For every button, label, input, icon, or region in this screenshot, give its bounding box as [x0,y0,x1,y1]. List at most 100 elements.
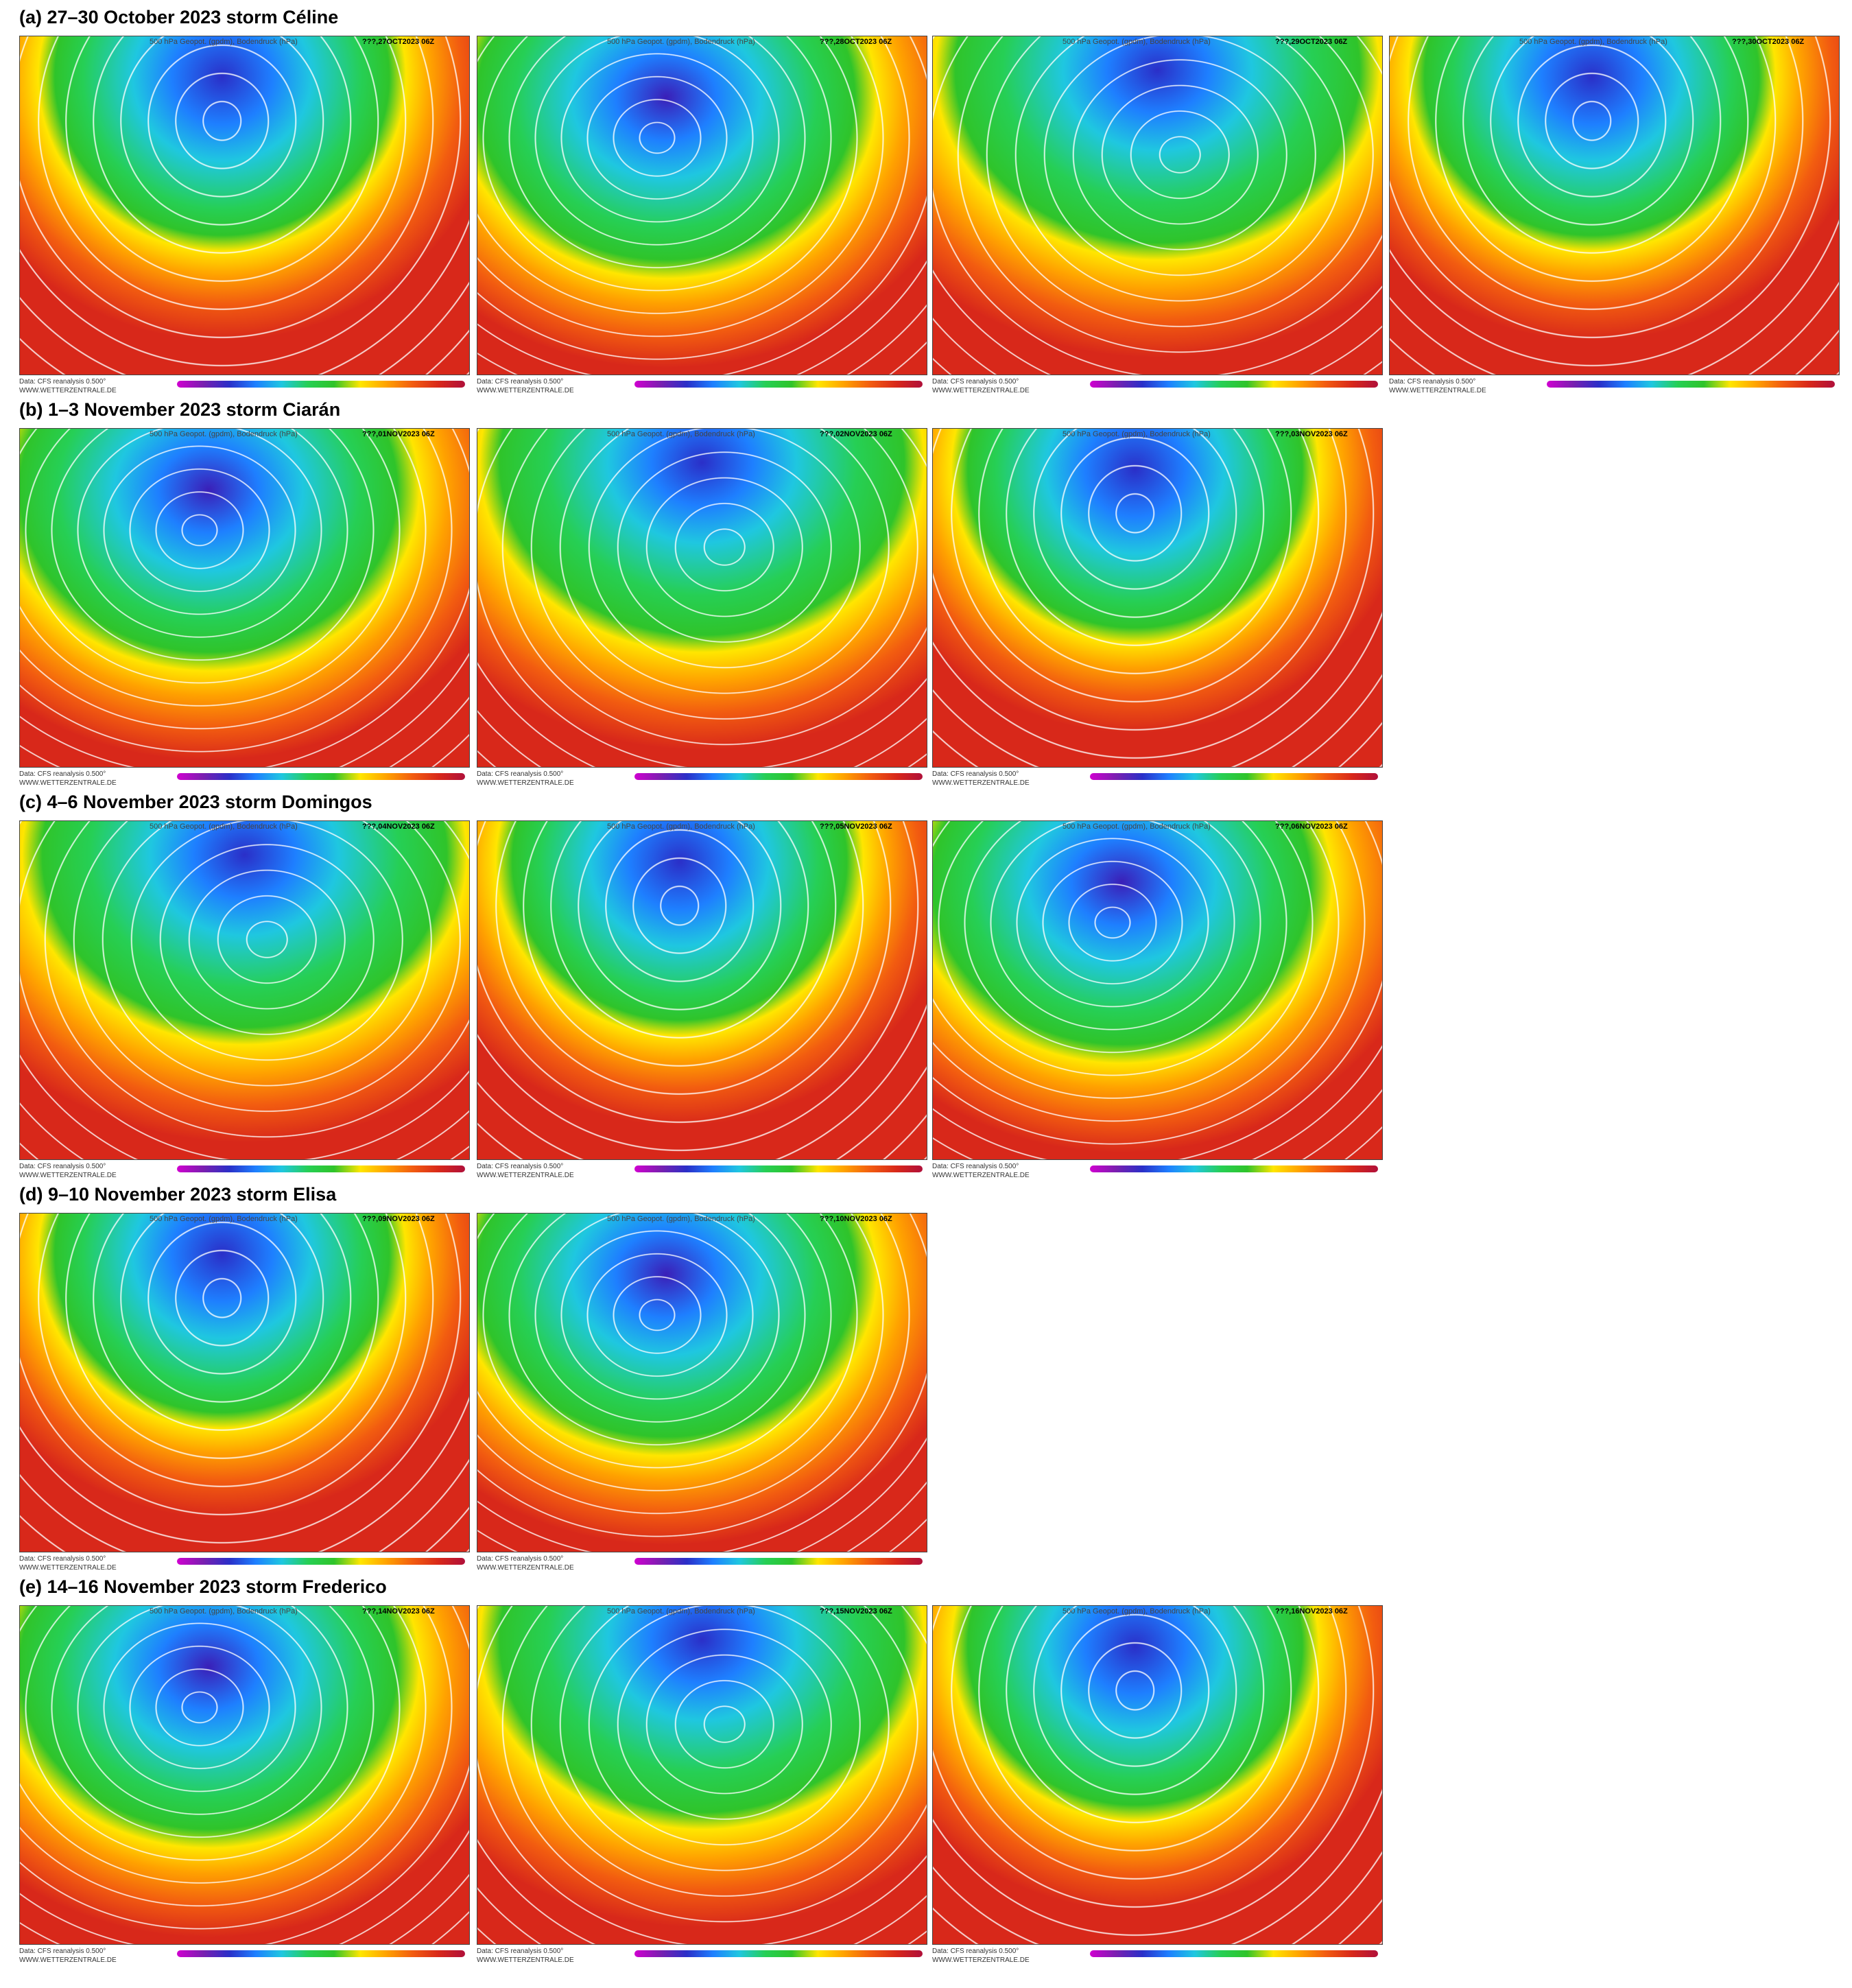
colorbar [177,773,465,780]
map-panel: 500 hPa Geopot. (gpdm), Bodendruck (hPa)… [19,428,470,798]
website: WWW.WETTERZENTRALE.DE [19,779,117,787]
map-panel: 500 hPa Geopot. (gpdm), Bodendruck (hPa)… [477,820,927,1191]
map-header: 500 hPa Geopot. (gpdm), Bodendruck (hPa) [607,430,755,438]
map-date: ???,29OCT2023 06Z [1275,38,1348,46]
data-source: Data: CFS reanalysis 0.500° [477,1948,564,1955]
map-date: ???,01NOV2023 06Z [362,430,435,438]
map-header: 500 hPa Geopot. (gpdm), Bodendruck (hPa) [150,1215,298,1223]
colorbar [1090,773,1378,780]
weather-map [932,1605,1383,1945]
map-header: 500 hPa Geopot. (gpdm), Bodendruck (hPa) [1519,38,1667,46]
map-date: ???,16NOV2023 06Z [1275,1607,1348,1616]
map-date: ???,30OCT2023 06Z [1732,38,1805,46]
weather-map [932,36,1383,375]
weather-map [932,820,1383,1160]
map-header: 500 hPa Geopot. (gpdm), Bodendruck (hPa) [150,823,298,831]
website: WWW.WETTERZENTRALE.DE [19,1956,117,1964]
colorbar [1090,1950,1378,1957]
weather-map [1389,36,1840,375]
data-source: Data: CFS reanalysis 0.500° [932,770,1019,778]
colorbar [634,773,923,780]
map-panel: 500 hPa Geopot. (gpdm), Bodendruck (hPa)… [1389,36,1840,406]
website: WWW.WETTERZENTRALE.DE [932,779,1030,787]
map-header: 500 hPa Geopot. (gpdm), Bodendruck (hPa) [607,1215,755,1223]
colorbar [634,1950,923,1957]
website: WWW.WETTERZENTRALE.DE [19,1564,117,1572]
map-date: ???,27OCT2023 06Z [362,38,435,46]
weather-map [19,1213,470,1552]
data-source: Data: CFS reanalysis 0.500° [1389,378,1476,386]
data-source: Data: CFS reanalysis 0.500° [19,378,106,386]
website: WWW.WETTERZENTRALE.DE [932,387,1030,394]
website: WWW.WETTERZENTRALE.DE [477,387,574,394]
weather-map [477,36,927,375]
data-source: Data: CFS reanalysis 0.500° [477,1163,564,1170]
weather-map [477,820,927,1160]
map-panel: 500 hPa Geopot. (gpdm), Bodendruck (hPa)… [477,428,927,798]
weather-map [19,820,470,1160]
colorbar [177,1165,465,1172]
map-panel: 500 hPa Geopot. (gpdm), Bodendruck (hPa)… [477,1605,927,1976]
map-date: ???,09NOV2023 06Z [362,1215,435,1223]
colorbar [1090,381,1378,388]
map-date: ???,05NOV2023 06Z [820,823,892,831]
website: WWW.WETTERZENTRALE.DE [477,1172,574,1179]
map-date: ???,15NOV2023 06Z [820,1607,892,1616]
row-title: (c) 4–6 November 2023 storm Domingos [19,792,372,812]
data-source: Data: CFS reanalysis 0.500° [477,770,564,778]
map-panel: 500 hPa Geopot. (gpdm), Bodendruck (hPa)… [19,36,470,406]
map-panel: 500 hPa Geopot. (gpdm), Bodendruck (hPa)… [932,428,1383,798]
map-header: 500 hPa Geopot. (gpdm), Bodendruck (hPa) [150,1607,298,1616]
data-source: Data: CFS reanalysis 0.500° [19,1555,106,1563]
data-source: Data: CFS reanalysis 0.500° [477,378,564,386]
map-date: ???,02NOV2023 06Z [820,430,892,438]
map-header: 500 hPa Geopot. (gpdm), Bodendruck (hPa) [1062,38,1211,46]
map-panel: 500 hPa Geopot. (gpdm), Bodendruck (hPa)… [19,820,470,1191]
weather-map [19,36,470,375]
map-header: 500 hPa Geopot. (gpdm), Bodendruck (hPa) [607,1607,755,1616]
map-date: ???,04NOV2023 06Z [362,823,435,831]
map-panel: 500 hPa Geopot. (gpdm), Bodendruck (hPa)… [477,1213,927,1583]
row-title: (a) 27–30 October 2023 storm Céline [19,7,339,27]
weather-map [19,428,470,768]
data-source: Data: CFS reanalysis 0.500° [477,1555,564,1563]
colorbar [1090,1165,1378,1172]
map-header: 500 hPa Geopot. (gpdm), Bodendruck (hPa) [1062,430,1211,438]
website: WWW.WETTERZENTRALE.DE [19,387,117,394]
weather-map [477,428,927,768]
data-source: Data: CFS reanalysis 0.500° [932,1948,1019,1955]
data-source: Data: CFS reanalysis 0.500° [19,770,106,778]
website: WWW.WETTERZENTRALE.DE [932,1956,1030,1964]
map-date: ???,03NOV2023 06Z [1275,430,1348,438]
colorbar [1547,381,1835,388]
data-source: Data: CFS reanalysis 0.500° [19,1948,106,1955]
data-source: Data: CFS reanalysis 0.500° [19,1163,106,1170]
row-title: (e) 14–16 November 2023 storm Frederico [19,1576,387,1597]
weather-map [19,1605,470,1945]
map-date: ???,10NOV2023 06Z [820,1215,892,1223]
website: WWW.WETTERZENTRALE.DE [477,779,574,787]
map-date: ???,06NOV2023 06Z [1275,823,1348,831]
map-date: ???,28OCT2023 06Z [820,38,892,46]
data-source: Data: CFS reanalysis 0.500° [932,1163,1019,1170]
map-panel: 500 hPa Geopot. (gpdm), Bodendruck (hPa)… [477,36,927,406]
map-panel: 500 hPa Geopot. (gpdm), Bodendruck (hPa)… [932,36,1383,406]
colorbar [177,381,465,388]
website: WWW.WETTERZENTRALE.DE [932,1172,1030,1179]
map-panel: 500 hPa Geopot. (gpdm), Bodendruck (hPa)… [932,1605,1383,1976]
colorbar [177,1558,465,1565]
map-header: 500 hPa Geopot. (gpdm), Bodendruck (hPa) [150,430,298,438]
weather-map [932,428,1383,768]
colorbar [634,381,923,388]
map-header: 500 hPa Geopot. (gpdm), Bodendruck (hPa) [1062,823,1211,831]
colorbar [634,1165,923,1172]
row-title: (b) 1–3 November 2023 storm Ciarán [19,399,341,420]
map-panel: 500 hPa Geopot. (gpdm), Bodendruck (hPa)… [932,820,1383,1191]
colorbar [634,1558,923,1565]
map-header: 500 hPa Geopot. (gpdm), Bodendruck (hPa) [1062,1607,1211,1616]
website: WWW.WETTERZENTRALE.DE [477,1564,574,1572]
website: WWW.WETTERZENTRALE.DE [477,1956,574,1964]
website: WWW.WETTERZENTRALE.DE [1389,387,1486,394]
map-header: 500 hPa Geopot. (gpdm), Bodendruck (hPa) [607,38,755,46]
